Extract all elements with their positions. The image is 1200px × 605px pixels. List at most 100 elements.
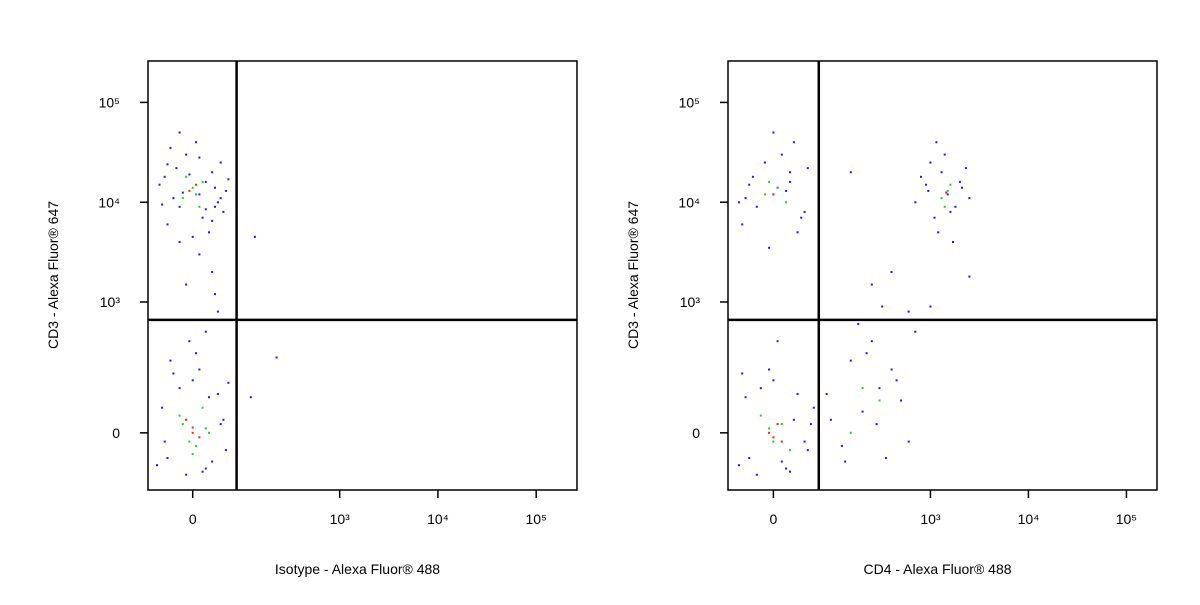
event-dot — [211, 271, 214, 273]
event-dot — [946, 189, 949, 192]
event-dot — [172, 372, 175, 375]
event-dot — [222, 210, 225, 213]
event-dot — [961, 186, 963, 189]
event-dot — [198, 193, 201, 196]
event-dot — [166, 163, 169, 166]
event-dot — [181, 423, 184, 426]
event-dot — [744, 396, 747, 399]
event-dot — [776, 186, 779, 189]
event-dot — [185, 175, 188, 178]
event-dot — [741, 372, 744, 375]
event-dot — [219, 197, 222, 200]
plot-frame — [727, 60, 1158, 491]
x-tick-label: 0 — [189, 511, 197, 527]
event-dot — [809, 423, 812, 426]
event-dot — [198, 368, 201, 371]
event-dot — [156, 464, 158, 467]
event-dot — [201, 406, 204, 409]
event-dot — [172, 197, 175, 200]
event-dot — [825, 393, 828, 395]
event-dot — [191, 186, 194, 189]
event-dot — [776, 423, 779, 426]
event-dot — [884, 457, 887, 459]
event-dot — [204, 180, 207, 183]
event-dot — [861, 410, 864, 413]
event-dot — [163, 440, 166, 443]
x-axis-label: Isotype - Alexa Fluor® 488 — [275, 561, 440, 577]
event-dot — [800, 216, 803, 219]
event-dot — [780, 153, 783, 156]
event-dot — [796, 231, 799, 234]
event-dot — [763, 193, 766, 196]
event-dot — [755, 205, 758, 208]
event-dot — [204, 208, 207, 211]
event-dot — [849, 359, 852, 362]
event-dot — [907, 440, 910, 443]
event-dot — [214, 205, 216, 208]
event-dot — [214, 293, 216, 296]
event-dot — [878, 399, 881, 402]
event-dot — [169, 146, 172, 149]
event-dot — [748, 183, 751, 186]
x-tick-label: 10⁵ — [1116, 511, 1137, 527]
event-dot — [929, 305, 932, 308]
event-dot — [943, 153, 946, 156]
event-dot — [772, 379, 775, 382]
event-dot — [759, 387, 762, 390]
event-dot — [227, 381, 230, 384]
event-dot — [191, 379, 194, 382]
y-tick-label: 10⁴ — [678, 194, 700, 210]
y-tick-label: 10⁵ — [679, 94, 700, 110]
event-dot — [776, 340, 779, 343]
event-dot — [949, 183, 952, 186]
event-dot — [208, 231, 210, 234]
event-dot — [812, 406, 815, 409]
event-dot — [201, 216, 204, 219]
event-dot — [806, 167, 809, 170]
event-dot — [946, 193, 949, 196]
event-dot — [861, 387, 864, 390]
event-dot — [201, 470, 204, 473]
event-dot — [198, 253, 201, 256]
event-dot — [890, 368, 893, 371]
event-dot — [166, 457, 169, 459]
event-dot — [195, 352, 197, 355]
event-dot — [840, 444, 843, 447]
event-dot — [772, 440, 775, 443]
event-dot — [738, 201, 740, 204]
event-dot — [169, 359, 172, 362]
event-dot — [768, 431, 771, 434]
event-dot — [768, 180, 771, 183]
y-axis-label: CD3 - Alexa Fluor® 647 — [45, 201, 61, 349]
event-dot — [890, 271, 893, 273]
event-dot — [927, 189, 930, 192]
event-dot — [198, 156, 201, 159]
event-dot — [806, 449, 809, 452]
event-dot — [195, 193, 197, 196]
event-dot — [945, 191, 948, 194]
event-dot — [178, 205, 181, 208]
event-dot — [796, 393, 799, 395]
event-dot — [188, 173, 191, 176]
x-axis-label: CD4 - Alexa Fluor® 488 — [863, 561, 1011, 577]
event-dot — [188, 340, 191, 343]
event-dot — [768, 368, 771, 371]
event-dot — [968, 197, 971, 200]
event-dot — [249, 396, 252, 399]
event-dot — [198, 436, 201, 439]
event-dot — [964, 167, 967, 170]
event-dot — [968, 275, 971, 278]
event-dot — [211, 219, 214, 222]
event-dot — [785, 189, 787, 192]
plot-frame — [147, 60, 578, 491]
y-tick-label: 0 — [112, 425, 120, 441]
event-dot — [191, 235, 194, 238]
y-tick-label: 10³ — [680, 294, 701, 310]
event-dot — [188, 189, 191, 192]
event-dot — [940, 171, 943, 174]
event-dot — [768, 246, 771, 249]
event-dot — [181, 197, 184, 200]
event-dot — [195, 141, 197, 144]
event-dot — [780, 460, 783, 463]
event-dot — [943, 205, 946, 208]
